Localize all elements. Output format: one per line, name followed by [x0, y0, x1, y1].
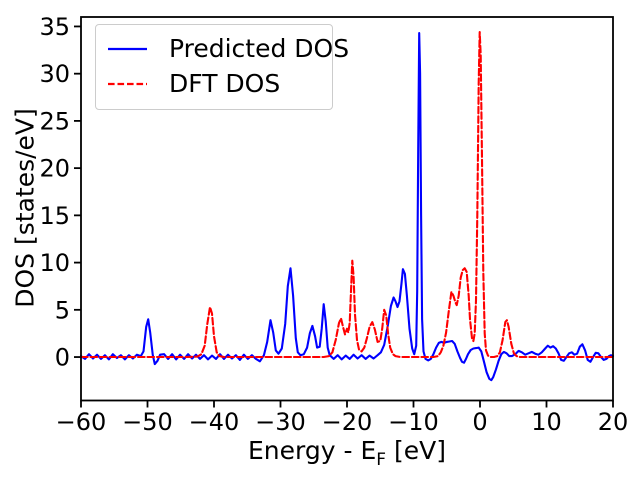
y-axis-label: DOS [states/eV] [10, 108, 40, 308]
x-axis-tick-label: 10 [531, 408, 562, 436]
y-axis-tick-label: 25 [39, 107, 70, 135]
x-axis-label-main: Energy - E [248, 436, 377, 465]
y-axis-tick-label: 20 [39, 155, 70, 183]
legend: Predicted DOS DFT DOS [95, 24, 349, 110]
x-axis-tick-label: −50 [122, 408, 173, 436]
legend-label-predicted-dos: Predicted DOS [169, 34, 350, 63]
y-axis-tick-label: 5 [55, 296, 70, 324]
x-axis-tick-label: −60 [56, 408, 107, 436]
plot-border [80, 16, 614, 402]
x-axis-tick-label: −20 [322, 408, 373, 436]
legend-label-dft-dos: DFT DOS [169, 69, 281, 98]
y-axis-tick-label: 35 [39, 13, 70, 41]
x-axis-tick-label: −30 [255, 408, 306, 436]
legend-entry-dft-dos: DFT DOS [107, 66, 332, 101]
y-axis-tick-label: 15 [39, 202, 70, 230]
legend-entry-predicted-dos: Predicted DOS [107, 31, 349, 66]
x-axis-tick-label: 20 [598, 408, 629, 436]
curve-predicted-dos [79, 32, 615, 382]
x-axis-label-subscript: F [376, 450, 387, 470]
x-axis-tick-label: 0 [472, 408, 487, 436]
y-axis-tick-label: 10 [39, 249, 70, 277]
legend-line-dashed-icon [108, 82, 147, 85]
x-axis-tick-label: −10 [388, 408, 439, 436]
y-axis-tick-label: 30 [39, 60, 70, 88]
y-axis-tick-label: 0 [55, 344, 70, 372]
x-axis-label: Energy - EF [eV] [81, 436, 613, 468]
x-axis-label-units: [eV] [386, 436, 446, 465]
x-axis-tick-label: −40 [189, 408, 240, 436]
curve-dft-dos [79, 31, 615, 359]
legend-line-solid-icon [108, 47, 147, 50]
